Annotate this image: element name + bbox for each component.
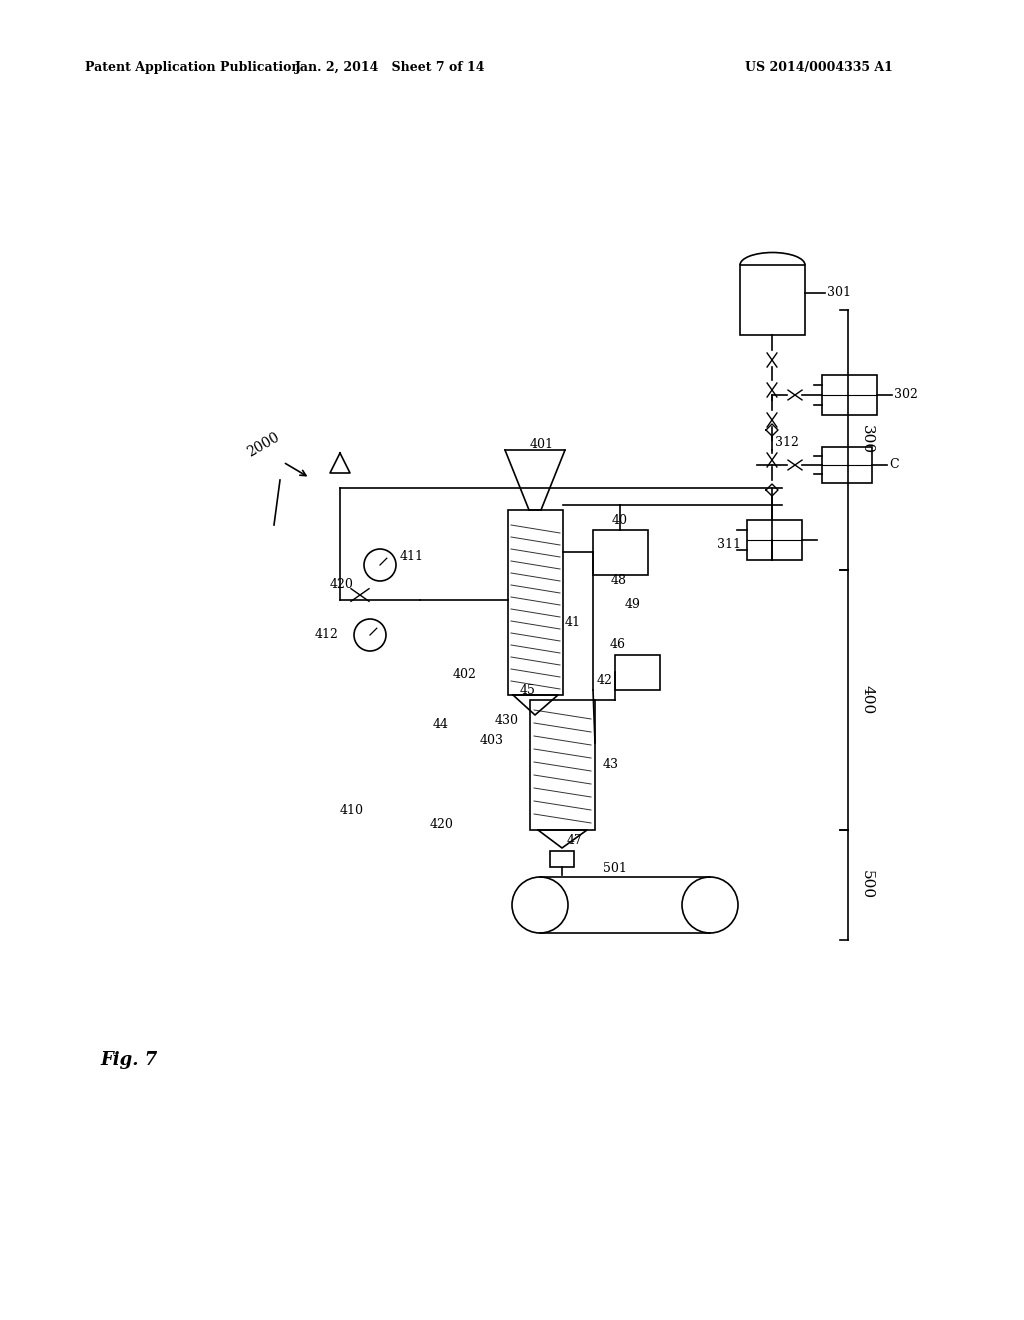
Text: 301: 301: [827, 286, 851, 300]
Text: US 2014/0004335 A1: US 2014/0004335 A1: [745, 62, 893, 74]
Bar: [530, 700, 595, 830]
Text: 312: 312: [775, 436, 799, 449]
Bar: [550, 851, 574, 867]
Text: 302: 302: [894, 388, 918, 401]
Text: 420: 420: [430, 818, 454, 832]
Text: 311: 311: [717, 539, 741, 552]
Text: 402: 402: [453, 668, 477, 681]
Text: 46: 46: [610, 639, 626, 652]
Text: C: C: [889, 458, 899, 471]
Text: 403: 403: [480, 734, 504, 747]
Text: 420: 420: [330, 578, 354, 591]
Text: 501: 501: [603, 862, 627, 875]
Bar: [615, 655, 660, 690]
Bar: [822, 447, 872, 483]
Text: 45: 45: [520, 684, 536, 697]
Text: 430: 430: [495, 714, 519, 726]
Text: 43: 43: [603, 759, 618, 771]
Bar: [593, 531, 648, 576]
Text: Fig. 7: Fig. 7: [100, 1051, 158, 1069]
Text: 2000: 2000: [245, 430, 283, 459]
Text: 47: 47: [567, 833, 583, 846]
Text: Jan. 2, 2014   Sheet 7 of 14: Jan. 2, 2014 Sheet 7 of 14: [295, 62, 485, 74]
Text: 401: 401: [530, 438, 554, 451]
Text: 410: 410: [340, 804, 364, 817]
Text: 49: 49: [625, 598, 641, 611]
Text: 41: 41: [565, 615, 581, 628]
Text: 300: 300: [860, 425, 874, 454]
Text: 400: 400: [860, 685, 874, 714]
Bar: [508, 510, 563, 696]
Text: 42: 42: [597, 673, 613, 686]
Bar: [746, 520, 802, 560]
Bar: [740, 265, 805, 335]
Bar: [822, 375, 877, 414]
Text: 44: 44: [433, 718, 449, 731]
Text: 48: 48: [611, 573, 627, 586]
Text: 411: 411: [400, 550, 424, 564]
Text: 40: 40: [612, 513, 628, 527]
Text: 500: 500: [860, 870, 874, 899]
Text: 412: 412: [315, 628, 339, 642]
Text: Patent Application Publication: Patent Application Publication: [85, 62, 300, 74]
